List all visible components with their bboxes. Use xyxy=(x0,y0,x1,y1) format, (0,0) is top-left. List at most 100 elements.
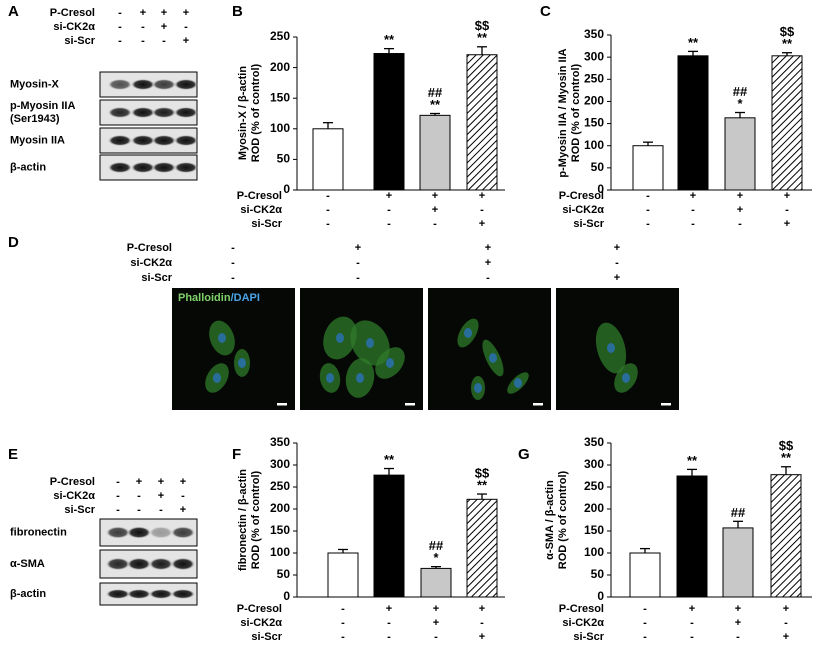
treatment-label: si-Scr xyxy=(251,218,282,230)
treatment-label: si-CK2α xyxy=(562,617,604,629)
treatment-label: si-CK2α xyxy=(130,257,172,269)
blot-band xyxy=(106,526,130,539)
scale-bar xyxy=(277,403,287,406)
blot-band xyxy=(106,589,130,599)
treatment-sign: + xyxy=(479,631,485,643)
treatment-sign: + xyxy=(180,476,186,488)
treatment-sign: + xyxy=(737,190,743,202)
y-axis-label: ROD (% of control) xyxy=(557,470,569,569)
significance-label: ** xyxy=(430,97,441,112)
blot-band xyxy=(108,135,132,146)
treatment-sign: - xyxy=(480,617,484,629)
blot-band xyxy=(127,589,151,599)
y-axis-label: ROD (% of control) xyxy=(250,63,262,162)
scale-bar xyxy=(405,403,415,406)
y-axis-label: fibronectin / β-actin xyxy=(237,469,249,571)
treatment-sign: - xyxy=(326,190,330,202)
treatment-sign: - xyxy=(116,476,120,488)
bar xyxy=(420,567,452,598)
y-tick-label: 100 xyxy=(270,121,290,135)
y-tick-label: 50 xyxy=(277,567,291,581)
treatment-sign: - xyxy=(643,631,647,643)
y-axis-label: ROD (% of control) xyxy=(250,470,262,569)
treatment-sign: + xyxy=(161,21,167,33)
significance-label: ** xyxy=(688,35,699,50)
treatment-sign: - xyxy=(643,603,647,615)
treatment-sign: - xyxy=(141,21,145,33)
nucleus xyxy=(464,328,472,338)
treatment-label: P-Cresol xyxy=(127,242,172,254)
treatment-sign: + xyxy=(433,617,439,629)
treatment-sign: + xyxy=(784,218,790,230)
treatment-label: si-CK2α xyxy=(562,204,604,216)
band-label: (Ser1943) xyxy=(10,113,60,125)
y-axis-label: Myosin-X / β-actin xyxy=(237,66,249,160)
y-tick-label: 50 xyxy=(591,160,605,174)
treatment-sign: + xyxy=(485,242,491,254)
treatment-sign: + xyxy=(161,7,167,19)
treatment-sign: + xyxy=(690,190,696,202)
y-tick-label: 350 xyxy=(584,435,604,449)
treatment-label: si-Scr xyxy=(573,631,604,643)
stain-name: /DAPI xyxy=(231,292,260,304)
blot-band xyxy=(127,526,151,539)
y-tick-label: 250 xyxy=(584,71,604,85)
treatment-sign: + xyxy=(783,631,789,643)
y-tick-label: 100 xyxy=(270,545,290,559)
bar xyxy=(632,145,664,191)
treatment-sign: - xyxy=(116,504,120,516)
treatment-sign: - xyxy=(646,190,650,202)
nucleus xyxy=(326,373,334,383)
treatment-sign: + xyxy=(183,35,189,47)
panel-label: B xyxy=(232,3,243,20)
treatment-sign: + xyxy=(614,242,620,254)
panel-label: D xyxy=(8,234,19,251)
y-tick-label: 150 xyxy=(270,90,290,104)
significance-label: ** xyxy=(384,452,395,467)
y-tick-label: 0 xyxy=(597,182,604,196)
treatment-sign: - xyxy=(646,204,650,216)
y-tick-label: 200 xyxy=(584,501,604,515)
treatment-label: P-Cresol xyxy=(50,7,95,19)
y-axis-label: α-SMA / β-actin xyxy=(544,480,556,560)
treatment-sign: + xyxy=(485,257,491,269)
treatment-label: si-CK2α xyxy=(240,204,282,216)
treatment-sign: - xyxy=(137,490,141,502)
treatment-sign: + xyxy=(432,204,438,216)
y-axis-label: p-Myosin IIA / Myosin IIA xyxy=(557,48,569,177)
treatment-sign: - xyxy=(433,218,437,230)
y-tick-label: 250 xyxy=(270,479,290,493)
treatment-sign: - xyxy=(646,218,650,230)
significance-label: ## xyxy=(428,85,443,100)
treatment-sign: - xyxy=(326,218,330,230)
nucleus xyxy=(366,338,374,348)
band-label: α-SMA xyxy=(10,558,45,570)
y-tick-label: 0 xyxy=(283,589,290,603)
treatment-sign: - xyxy=(184,21,188,33)
treatment-sign: - xyxy=(118,35,122,47)
treatment-sign: - xyxy=(615,257,619,269)
nucleus xyxy=(213,373,221,383)
blot-band xyxy=(149,557,173,571)
treatment-label: si-CK2α xyxy=(53,21,95,33)
blot-band xyxy=(106,557,130,571)
treatment-sign: - xyxy=(118,7,122,19)
treatment-sign: - xyxy=(137,504,141,516)
blot-band xyxy=(131,79,155,90)
bar xyxy=(466,54,498,191)
significance-label: * xyxy=(737,96,743,111)
blot-band xyxy=(152,79,176,90)
treatment-label: si-Scr xyxy=(141,272,172,284)
treatment-sign: - xyxy=(691,204,695,216)
treatment-sign: + xyxy=(355,242,361,254)
y-tick-label: 0 xyxy=(283,182,290,196)
treatment-sign: + xyxy=(386,603,392,615)
bar xyxy=(312,128,344,191)
treatment-label: si-Scr xyxy=(64,35,95,47)
treatment-label: si-CK2α xyxy=(240,617,282,629)
significance-label: $$ xyxy=(475,18,490,33)
band-label: fibronectin xyxy=(10,526,67,538)
treatment-sign: + xyxy=(784,190,790,202)
blot-band xyxy=(174,107,198,118)
